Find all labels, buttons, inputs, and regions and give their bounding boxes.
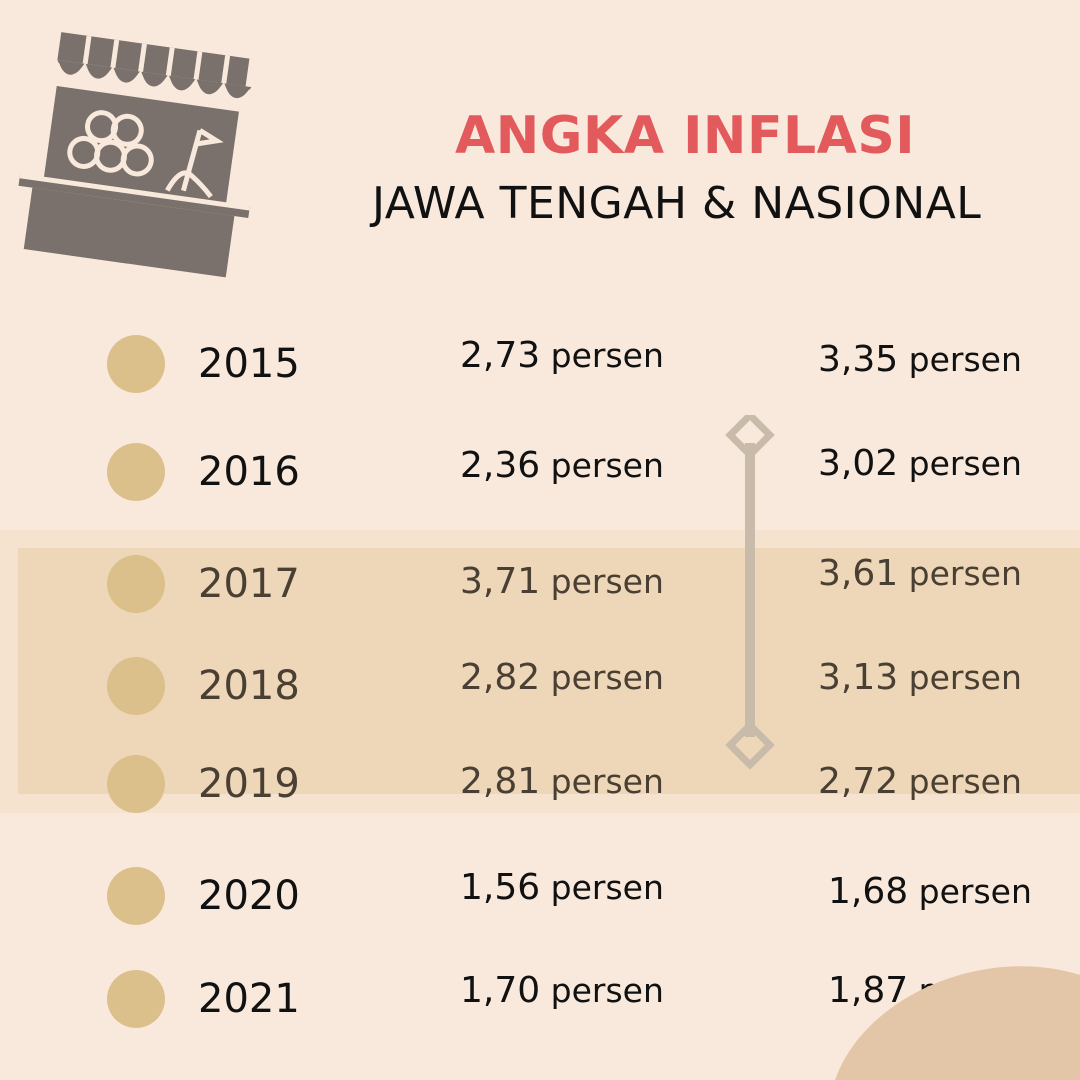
row-dot — [107, 970, 165, 1028]
jateng-value: 2,36 persen — [460, 445, 664, 486]
year-label: 2021 — [198, 976, 300, 1022]
table-row: 2018 2,82 persen 3,13 persen — [0, 657, 1080, 717]
highlight-band-outer — [0, 530, 1080, 813]
row-dot — [107, 335, 165, 393]
decorative-corner-shape — [835, 966, 1080, 1080]
table-row: 2020 1,56 persen 1,68 persen — [0, 867, 1080, 927]
nasional-value: 3,02 persen — [818, 443, 1022, 484]
year-label: 2016 — [198, 449, 300, 495]
nasional-value: 3,35 persen — [818, 339, 1022, 380]
nasional-value: 3,13 persen — [818, 657, 1022, 698]
page-title: ANGKA INFLASI — [455, 106, 916, 166]
nasional-value: 1,68 persen — [828, 871, 1032, 912]
table-row: 2017 3,71 persen 3,61 persen — [0, 553, 1080, 615]
year-label: 2019 — [198, 761, 300, 807]
jateng-value: 1,56 persen — [460, 867, 664, 908]
row-dot — [107, 657, 165, 715]
nasional-value: 3,61 persen — [818, 553, 1022, 594]
nasional-value: 2,72 persen — [818, 761, 1022, 802]
row-dot — [107, 867, 165, 925]
row-dot — [107, 755, 165, 813]
jateng-value: 3,71 persen — [460, 561, 664, 602]
year-label: 2020 — [198, 873, 300, 919]
jateng-value: 1,70 persen — [460, 970, 664, 1011]
table-row: 2019 2,81 persen 2,72 persen — [0, 755, 1080, 815]
table-row: 2015 2,73 persen 3,35 persen — [0, 335, 1080, 395]
row-dot — [107, 555, 165, 613]
table-row: 2016 2,36 persen 3,02 persen — [0, 443, 1080, 503]
row-dot — [107, 443, 165, 501]
highlight-band-inner — [18, 548, 1080, 794]
year-label: 2017 — [198, 561, 300, 607]
jateng-value: 2,81 persen — [460, 761, 664, 802]
year-label: 2018 — [198, 663, 300, 709]
year-label: 2015 — [198, 341, 300, 387]
jateng-value: 2,73 persen — [460, 335, 664, 376]
market-stall-icon — [18, 32, 253, 278]
range-connector — [725, 415, 775, 770]
jateng-value: 2,82 persen — [460, 657, 664, 698]
page-subtitle: JAWA TENGAH & NASIONAL — [372, 178, 982, 229]
